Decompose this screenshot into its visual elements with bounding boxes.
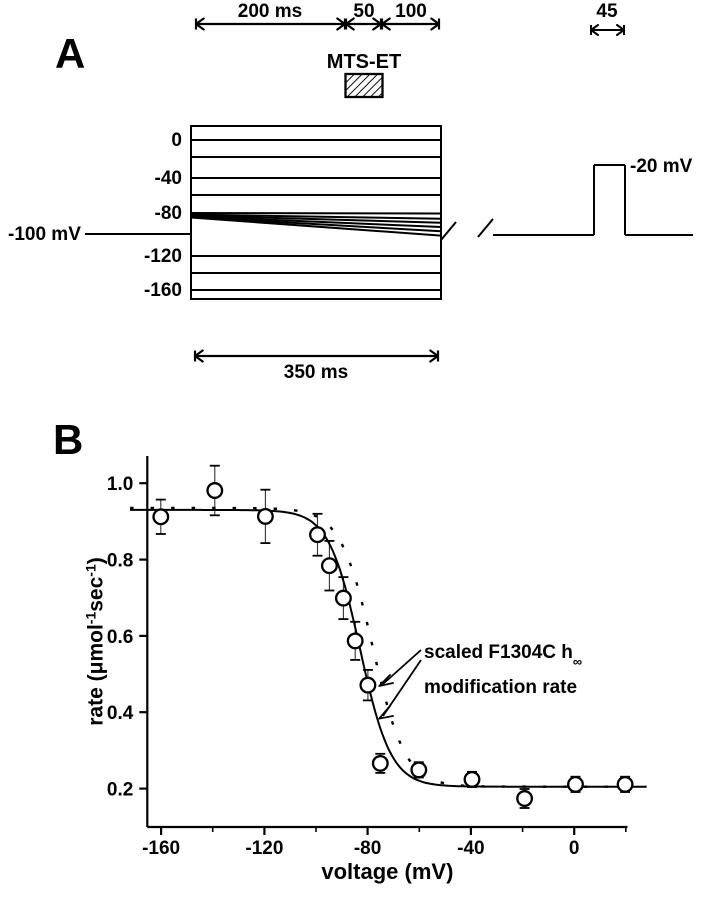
- svg-text:scaled F1304C h∞: scaled F1304C h∞: [424, 642, 582, 669]
- svg-text:A: A: [55, 30, 85, 77]
- svg-text:0.2: 0.2: [107, 780, 133, 801]
- svg-text:modification rate: modification rate: [424, 677, 577, 698]
- svg-text:-40: -40: [457, 838, 484, 859]
- svg-text:voltage (mV): voltage (mV): [321, 859, 453, 884]
- svg-text:350 ms: 350 ms: [284, 362, 348, 383]
- svg-text:rate (μmol-1sec-1): rate (μmol-1sec-1): [82, 557, 107, 726]
- svg-text:0: 0: [171, 130, 182, 151]
- svg-text:-80: -80: [155, 203, 182, 224]
- svg-text:0.6: 0.6: [107, 627, 133, 648]
- svg-text:-120: -120: [245, 838, 283, 859]
- svg-text:-40: -40: [155, 168, 182, 189]
- svg-text:-80: -80: [354, 838, 381, 859]
- svg-text:1.0: 1.0: [107, 474, 133, 495]
- svg-text:MTS-ET: MTS-ET: [327, 51, 401, 73]
- svg-text:50: 50: [353, 1, 374, 22]
- svg-text:0: 0: [569, 838, 580, 859]
- svg-text:-160: -160: [144, 280, 182, 301]
- svg-text:0.4: 0.4: [107, 703, 134, 724]
- svg-text:-120: -120: [144, 246, 182, 267]
- svg-text:-100 mV: -100 mV: [8, 224, 81, 245]
- svg-text:45: 45: [596, 1, 618, 22]
- svg-text:100: 100: [395, 1, 427, 22]
- svg-text:200 ms: 200 ms: [238, 1, 302, 22]
- svg-text:B: B: [53, 416, 83, 463]
- svg-text:-20 mV: -20 mV: [630, 156, 693, 177]
- svg-text:0.8: 0.8: [107, 551, 133, 572]
- svg-text:-160: -160: [142, 838, 180, 859]
